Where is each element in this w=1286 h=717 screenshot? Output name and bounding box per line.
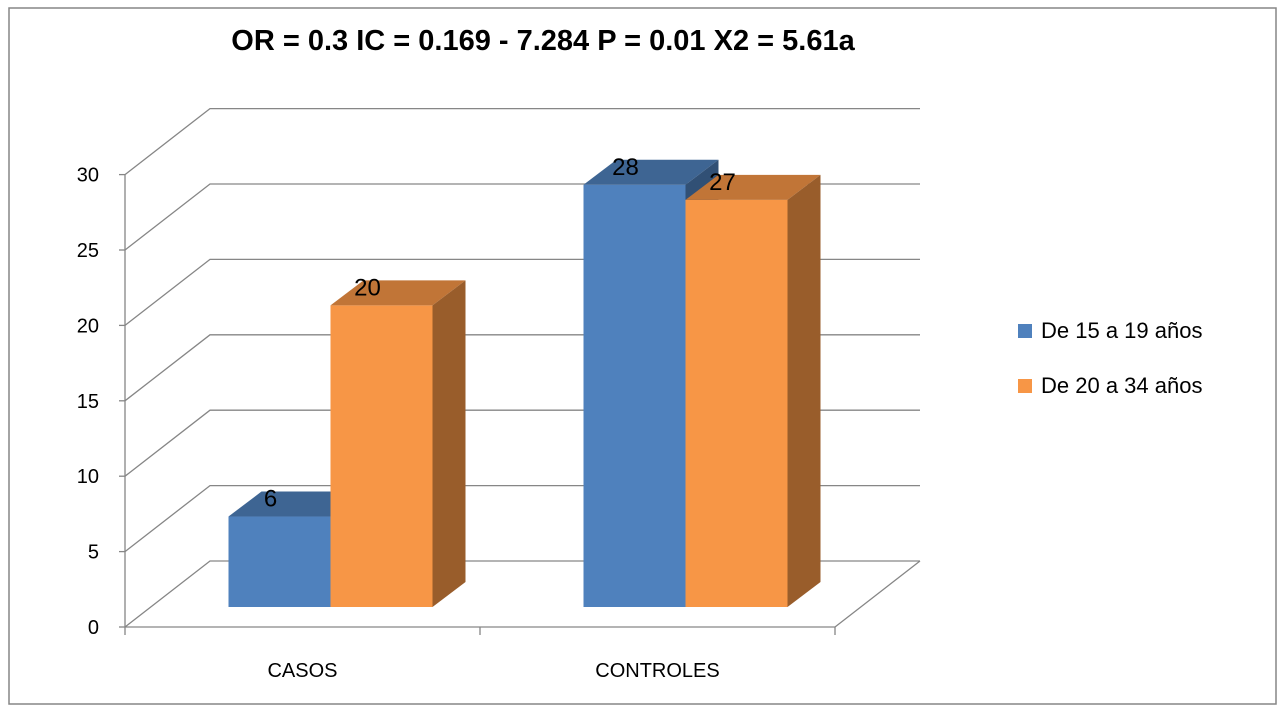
chart-title: OR = 0.3 IC = 0.169 - 7.284 P = 0.01 X2 … (231, 25, 855, 57)
axes (119, 173, 836, 635)
data-label: 27 (709, 169, 736, 196)
bar-side (432, 280, 466, 607)
legend-label: De 20 a 34 años (1041, 373, 1202, 398)
y-tick-label: 25 (77, 240, 99, 262)
y-tick-label: 0 (88, 617, 99, 639)
data-label: 20 (354, 274, 381, 301)
x-tick-labels: CASOS CONTROLES (267, 660, 719, 682)
bar-top (330, 280, 466, 306)
bar-top (583, 159, 719, 185)
y-tick-label: 15 (77, 391, 99, 413)
gridline (124, 107, 920, 176)
legend: De 15 a 19 años De 20 a 34 años (1018, 318, 1202, 398)
y-tick-label: 30 (77, 165, 99, 187)
bars (228, 159, 821, 607)
legend-label: De 15 a 19 años (1041, 318, 1202, 343)
bar-side (787, 174, 821, 607)
data-label: 28 (612, 154, 639, 181)
bar-front (228, 516, 331, 607)
bar (330, 280, 466, 607)
bar (685, 174, 821, 607)
bar-top (228, 491, 364, 517)
data-labels: 6 20 28 27 (264, 154, 736, 513)
bar-front (330, 305, 433, 607)
y-tick-label: 20 (77, 315, 99, 337)
bar-front (583, 184, 686, 607)
bar-front (685, 199, 788, 607)
legend-swatch (1018, 379, 1032, 393)
x-tick-label: CONTROLES (595, 660, 719, 682)
y-tick-label: 5 (88, 542, 99, 564)
bar-top (685, 174, 821, 200)
data-label: 6 (264, 486, 277, 513)
x-tick-label: CASOS (267, 660, 337, 682)
y-tick-labels: 0 5 10 15 20 25 30 (77, 165, 99, 639)
legend-swatch (1018, 324, 1032, 338)
y-tick-label: 10 (77, 466, 99, 488)
